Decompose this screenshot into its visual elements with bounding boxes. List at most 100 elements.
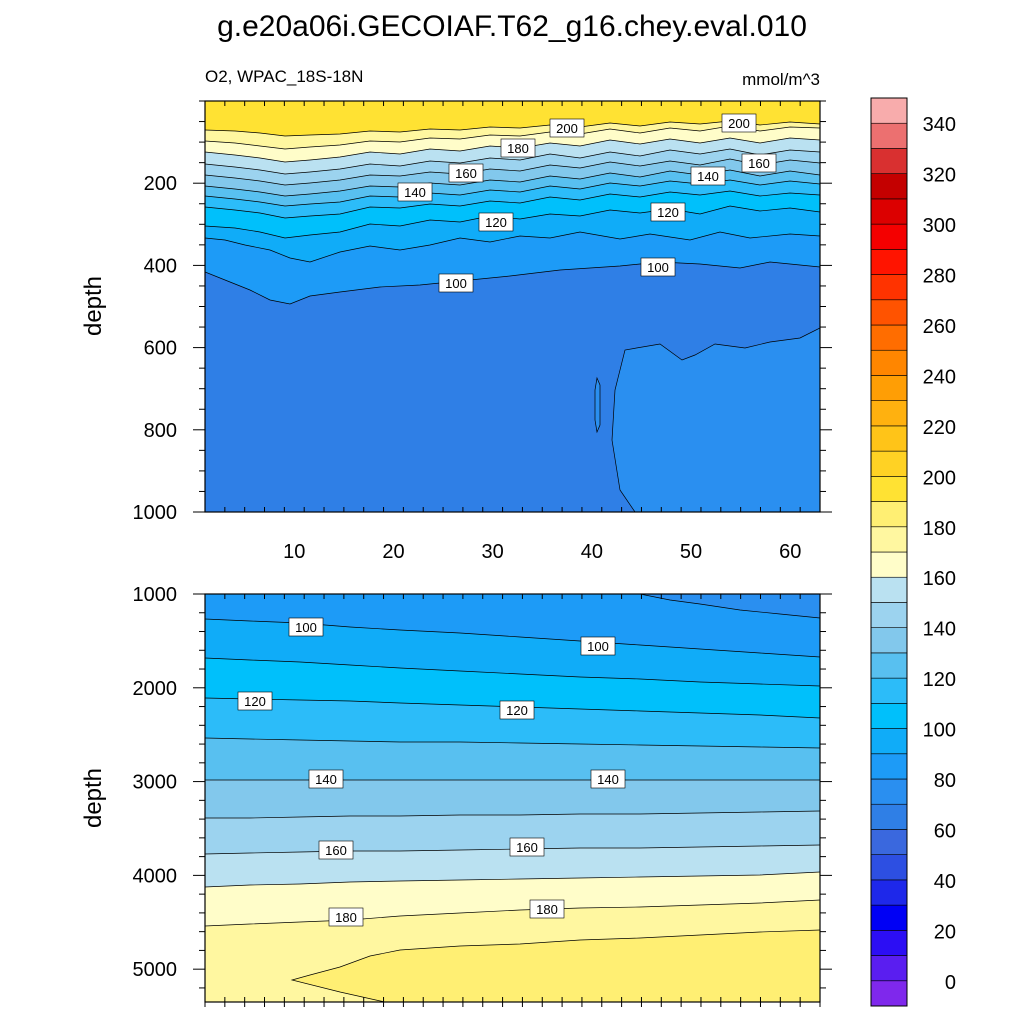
colorbar-swatch — [870, 173, 908, 200]
upper-y-tick-label: 800 — [144, 420, 177, 442]
upper-panel: 200 200 180 160 160 140 140 120 120 100 … — [204, 100, 821, 513]
colorbar-swatch — [870, 829, 908, 855]
colorbar-swatch — [870, 627, 908, 654]
colorbar-swatch — [870, 879, 908, 906]
colorbar-swatch — [870, 526, 908, 553]
colorbar-swatch — [870, 249, 908, 275]
colorbar-swatch — [870, 930, 908, 956]
contour-label: 180 — [500, 138, 536, 158]
upper-y-axis-label: depth — [80, 276, 107, 336]
colorbar-tick-label: 140 — [923, 619, 956, 641]
chart-subtitle-units: mmol/m^3 — [742, 70, 820, 89]
upper-y-tick-label: 600 — [144, 338, 177, 360]
lower-axes: 1000 2000 3000 4000 5000 — [133, 584, 832, 1007]
contour-label: 100 — [640, 257, 676, 277]
colorbar-swatch — [870, 576, 908, 603]
contour-label: 100 — [580, 636, 616, 656]
upper-x-tick-label: 50 — [680, 541, 702, 563]
svg-text:180: 180 — [507, 141, 529, 156]
svg-text:160: 160 — [325, 843, 347, 858]
lower-y-tick-label: 1000 — [133, 584, 178, 606]
colorbar: 0 20 40 60 80 100 120 140 160 180 200 220 240 260 280 3… — [870, 97, 956, 1007]
contour-label: 160 — [448, 163, 484, 183]
contour-label: 140 — [308, 769, 344, 789]
upper-x-tick-label: 60 — [779, 541, 801, 563]
svg-text:100: 100 — [445, 276, 467, 291]
colorbar-tick-label: 160 — [923, 568, 956, 590]
contour-label: 180 — [529, 899, 565, 919]
contour-label: 100 — [288, 617, 324, 637]
colorbar-swatch — [870, 97, 908, 124]
upper-y-tick-label: 200 — [144, 173, 177, 195]
colorbar-tick-label: 0 — [945, 972, 956, 994]
upper-fill-90-small — [595, 378, 600, 432]
colorbar-swatch — [870, 778, 908, 805]
colorbar-tick-label: 80 — [934, 770, 956, 792]
colorbar-swatch — [870, 854, 908, 881]
colorbar-swatch — [870, 904, 908, 931]
svg-text:200: 200 — [556, 121, 578, 136]
upper-axes: 10 20 30 40 50 60 200 400 600 800 1000 — [133, 100, 832, 563]
upper-x-tick-label: 30 — [482, 541, 504, 563]
lower-plot-frame — [204, 593, 821, 1003]
svg-text:100: 100 — [295, 620, 317, 635]
svg-text:200: 200 — [728, 116, 750, 131]
contour-label: 180 — [328, 907, 364, 927]
contour-label: 120 — [478, 212, 514, 232]
contour-label: 160 — [741, 153, 777, 173]
contour-label: 140 — [690, 166, 726, 186]
colorbar-swatch — [870, 677, 908, 704]
svg-text:180: 180 — [335, 910, 357, 925]
upper-x-tick-label: 10 — [283, 541, 305, 563]
colorbar-tick-label: 220 — [923, 417, 956, 439]
upper-contour-labels: 200 200 180 160 160 140 140 120 120 100 … — [397, 113, 777, 293]
colorbar-swatch — [870, 223, 908, 250]
contour-label: 140 — [397, 182, 433, 202]
lower-y-tick-label: 3000 — [133, 772, 178, 794]
colorbar-swatch — [870, 299, 908, 326]
colorbar-tick-label: 180 — [923, 518, 956, 540]
contour-label: 100 — [438, 273, 474, 293]
svg-text:140: 140 — [315, 772, 337, 787]
lower-y-tick-label: 5000 — [133, 959, 178, 981]
colorbar-frame — [870, 97, 908, 1007]
colorbar-swatch — [870, 955, 908, 982]
lower-fill-80 — [640, 594, 820, 618]
colorbar-swatch — [870, 198, 908, 225]
colorbar-swatch — [870, 349, 908, 376]
colorbar-swatch — [870, 450, 908, 477]
colorbar-swatch — [870, 652, 908, 679]
contour-label: 120 — [650, 202, 686, 222]
lower-fill-90 — [205, 594, 820, 657]
colorbar-tick-label: 260 — [923, 316, 956, 338]
colorbar-tick-label: 40 — [934, 871, 956, 893]
lower-contour-labels: 100 100 120 120 140 140 160 160 180 180 — [237, 617, 626, 927]
upper-y-tick-label: 400 — [144, 255, 177, 277]
contour-label: 120 — [237, 691, 273, 711]
colorbar-tick-label: 100 — [923, 720, 956, 742]
colorbar-tick-label: 300 — [923, 215, 956, 237]
svg-text:140: 140 — [697, 169, 719, 184]
lower-panel: 100 100 120 120 140 140 160 160 180 180 — [204, 593, 821, 1003]
contour-label: 160 — [318, 840, 354, 860]
upper-x-tick-label: 40 — [581, 541, 603, 563]
colorbar-tick-label: 320 — [923, 165, 956, 187]
svg-text:120: 120 — [506, 703, 528, 718]
colorbar-swatch — [870, 703, 908, 729]
lower-panel-fills — [205, 594, 820, 1002]
colorbar-swatch — [870, 274, 908, 301]
contour-label: 200 — [549, 118, 585, 138]
colorbar-tick-label: 340 — [923, 114, 956, 136]
upper-fill-90-region — [612, 328, 820, 512]
colorbar-swatch — [870, 148, 908, 174]
upper-x-tick-label: 20 — [382, 541, 404, 563]
upper-fill-200 — [205, 101, 820, 136]
lower-contour-lines — [205, 594, 820, 1002]
colorbar-tick-label: 120 — [923, 669, 956, 691]
colorbar-tick-label: 60 — [934, 820, 956, 842]
lower-y-axis-label: depth — [80, 768, 107, 828]
contour-label: 200 — [721, 113, 757, 133]
colorbar-swatch — [870, 375, 908, 401]
svg-text:160: 160 — [455, 166, 477, 181]
